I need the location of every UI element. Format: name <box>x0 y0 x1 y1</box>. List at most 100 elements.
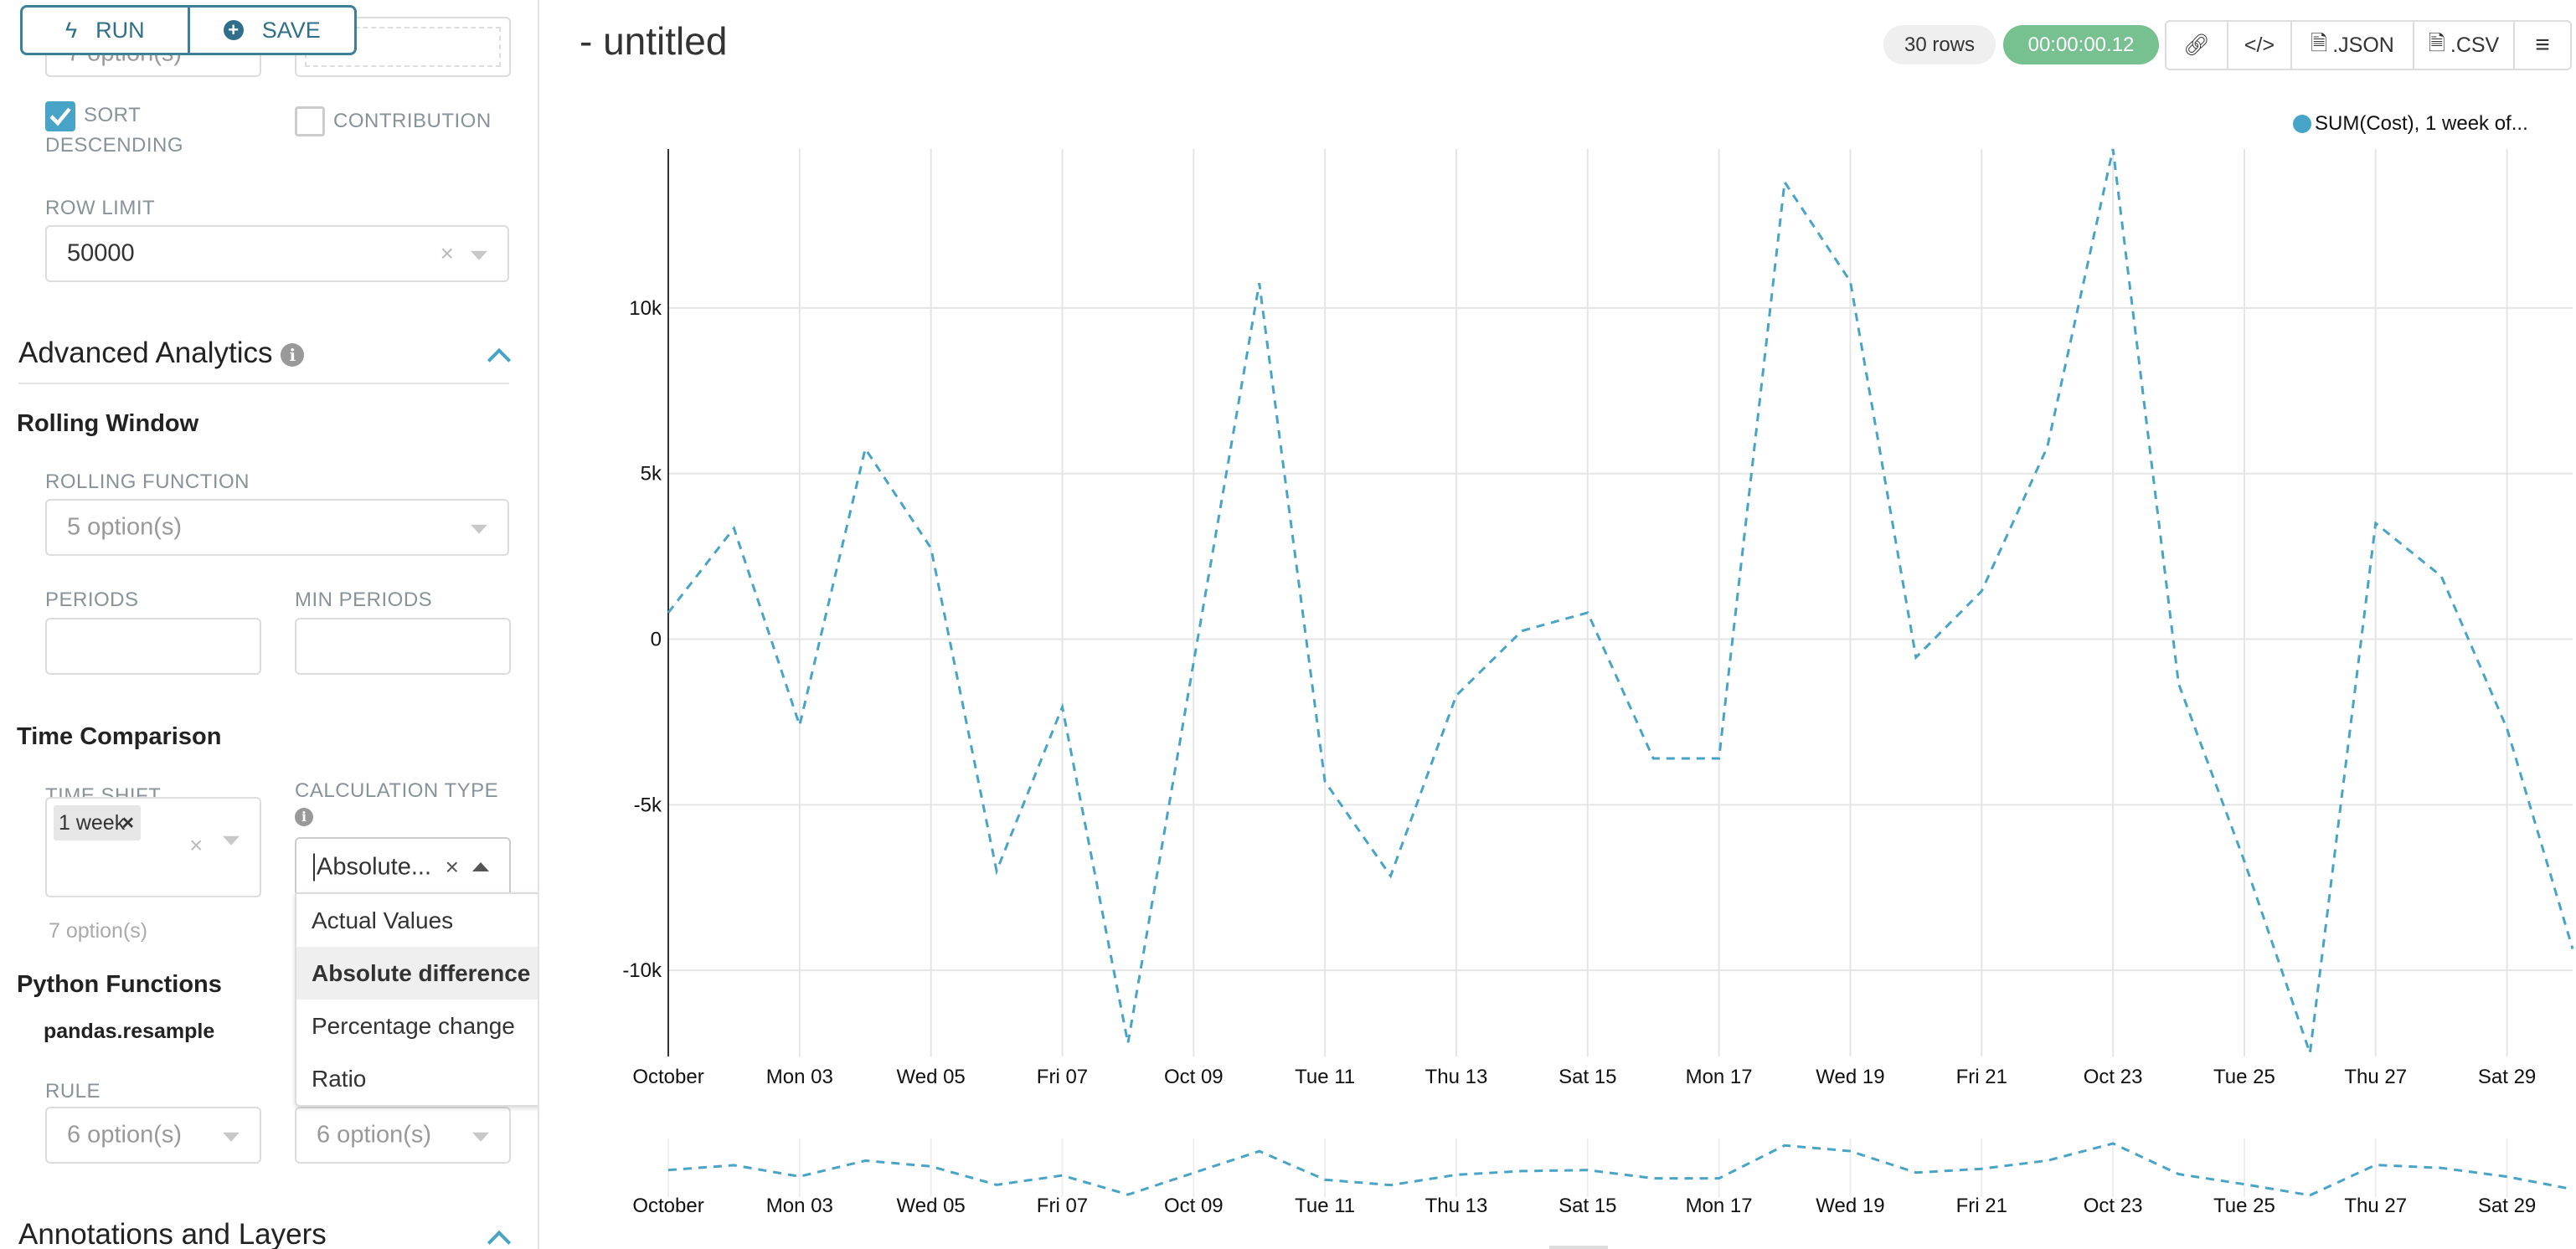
brush-x-tick-label: Fri 21 <box>1956 1195 2007 1217</box>
calculation-type-label: CALCULATION TYPE <box>295 779 499 802</box>
time-shift-multiselect[interactable]: 1 week × × <box>45 797 261 897</box>
brush-x-tick-label: Thu 13 <box>1425 1195 1488 1217</box>
brush-handle <box>1549 1246 1608 1249</box>
rolling-function-label: ROLLING FUNCTION <box>45 470 250 493</box>
run-save-button-group: ϟ RUN + SAVE <box>20 5 357 55</box>
caret-down-icon[interactable] <box>223 1132 240 1142</box>
data-point <box>863 446 868 451</box>
caret-down-icon[interactable] <box>472 1132 489 1142</box>
x-tick-label: Oct 09 <box>1164 1066 1224 1088</box>
annotations-header[interactable]: Annotations and Layers <box>18 1218 327 1249</box>
x-tick-label: Tue 11 <box>1295 1066 1355 1088</box>
x-tick-label: Wed 05 <box>897 1066 966 1088</box>
sort-label: SORT <box>84 104 142 126</box>
data-point <box>1454 693 1459 698</box>
more-menu-button[interactable]: ≡ <box>2513 22 2570 69</box>
option-percentage-change[interactable]: Percentage change <box>312 1013 515 1039</box>
data-point <box>1388 873 1394 878</box>
x-tick-label: October <box>632 1066 703 1088</box>
brush-x-tick-label: Mon 03 <box>766 1195 833 1217</box>
y-tick-label: 10k <box>629 297 662 320</box>
chart-title[interactable]: - untitled <box>580 19 728 63</box>
run-button[interactable]: ϟ RUN <box>64 17 145 43</box>
caret-up-icon[interactable] <box>472 862 489 871</box>
link-button[interactable]: 🔗︎ <box>2166 22 2227 69</box>
clear-icon[interactable]: × <box>440 240 454 266</box>
brush-x-tick-label: Wed 19 <box>1816 1195 1884 1217</box>
caret-down-icon[interactable] <box>471 250 487 260</box>
chart-legend[interactable]: SUM(Cost), 1 week of... <box>2293 112 2528 136</box>
csv-export-button[interactable]: 🗎︎ .CSV <box>2413 22 2513 69</box>
min-periods-input[interactable] <box>295 618 511 675</box>
brush-x-tick-label: Sat 15 <box>1558 1195 1616 1217</box>
resample-label: pandas.resample <box>44 1020 215 1043</box>
rule-select[interactable]: 6 option(s) <box>45 1107 261 1164</box>
periods-input[interactable] <box>45 618 261 675</box>
caret-down-icon[interactable] <box>223 835 240 846</box>
json-export-button[interactable]: 🗎︎ .JSON <box>2290 22 2413 69</box>
time-shift-tag[interactable]: 1 week × <box>54 805 141 840</box>
clear-icon[interactable]: × <box>445 854 459 880</box>
rolling-window-title: Rolling Window <box>17 410 199 437</box>
min-periods-label: MIN PERIODS <box>295 589 433 611</box>
rolling-function-select[interactable]: 5 option(s) <box>45 499 509 556</box>
data-point <box>2242 859 2247 864</box>
option-absolute-difference[interactable]: Absolute difference <box>296 947 538 1000</box>
x-tick-label: Oct 23 <box>2084 1066 2143 1088</box>
python-functions-title: Python Functions <box>17 971 222 998</box>
embed-code-button[interactable]: </> <box>2227 22 2290 69</box>
advanced-analytics-header[interactable]: Advanced Analytics i <box>18 337 305 370</box>
calculation-type-select[interactable]: Absolute... × <box>295 837 511 897</box>
y-tick-label: 5k <box>641 463 662 486</box>
y-tick-label: -5k <box>634 794 662 816</box>
data-point <box>731 526 736 531</box>
remove-tag-icon[interactable]: × <box>121 811 134 835</box>
contribution-checkbox[interactable] <box>295 106 325 136</box>
option-actual-values[interactable]: Actual Values <box>312 907 454 933</box>
data-point <box>1257 280 1262 285</box>
sort-descending-checkbox[interactable] <box>45 101 75 131</box>
periods-label: PERIODS <box>45 589 139 611</box>
calculation-type-dropdown: Actual Values Absolute difference Percen… <box>295 892 538 1107</box>
method-select[interactable]: 6 option(s) <box>295 1107 511 1164</box>
brush-x-tick-label: Fri 07 <box>1037 1195 1088 1217</box>
y-tick-label: 0 <box>651 629 662 651</box>
data-point <box>1717 756 1722 761</box>
contribution-label: CONTRIBUTION <box>333 110 492 132</box>
brush-x-tick-label: October <box>632 1195 703 1217</box>
data-point <box>666 610 671 615</box>
data-point <box>1585 610 1590 615</box>
data-point <box>929 546 934 551</box>
x-tick-label: Tue 25 <box>2213 1066 2275 1088</box>
data-point <box>2307 1051 2312 1056</box>
x-tick-label: Wed 19 <box>1816 1066 1884 1088</box>
data-point <box>1782 180 1787 185</box>
x-tick-label: Thu 13 <box>1425 1066 1488 1088</box>
rule-label: RULE <box>45 1080 101 1103</box>
save-button[interactable]: + SAVE <box>187 8 355 53</box>
export-toolbar: 🔗︎ </> 🗎︎ .JSON 🗎︎ .CSV ≡ <box>2165 20 2572 70</box>
x-tick-label: Sat 15 <box>1558 1066 1616 1088</box>
data-point <box>2110 146 2115 152</box>
data-point <box>2177 681 2182 686</box>
option-ratio[interactable]: Ratio <box>312 1066 367 1092</box>
query-timer-badge: 00:00:00.12 <box>2003 25 2159 64</box>
descending-label: DESCENDING <box>45 134 184 157</box>
data-point <box>2373 521 2378 526</box>
data-point <box>994 868 999 873</box>
clear-icon[interactable]: × <box>189 832 204 858</box>
info-icon[interactable]: i <box>295 808 313 826</box>
bolt-icon: ϟ <box>64 17 78 43</box>
info-icon[interactable]: i <box>281 342 305 367</box>
plus-circle-icon: + <box>223 20 244 40</box>
hamburger-icon: ≡ <box>2535 31 2550 59</box>
caret-down-icon[interactable] <box>471 524 487 534</box>
data-point <box>2505 726 2510 731</box>
data-point <box>1059 705 1064 710</box>
section-divider <box>18 383 509 384</box>
time-comparison-title: Time Comparison <box>17 723 222 750</box>
row-limit-select[interactable]: 50000 × <box>45 225 509 282</box>
brush-x-tick-label: Oct 09 <box>1164 1195 1224 1217</box>
